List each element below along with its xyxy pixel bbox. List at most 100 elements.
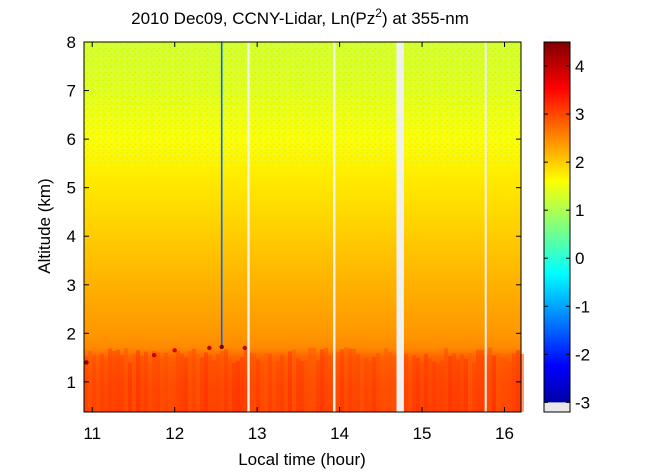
boundary-layer-column: [348, 348, 352, 412]
boundary-layer-column: [212, 360, 216, 412]
colorbar-tick-label: 4: [575, 57, 584, 76]
boundary-layer-column: [352, 348, 356, 412]
colorbar-tick-label: -3: [575, 393, 590, 412]
boundary-layer-column: [516, 350, 520, 412]
x-tick-label: 12: [165, 424, 184, 443]
boundary-layer-column: [460, 354, 464, 412]
hot-spot: [207, 345, 212, 351]
x-tick-label: 14: [330, 424, 349, 443]
boundary-layer-column: [520, 353, 524, 412]
boundary-layer-column: [448, 356, 452, 412]
boundary-layer-column: [92, 355, 96, 412]
boundary-layer-column: [472, 363, 476, 412]
colorbar-frame: [543, 41, 571, 413]
boundary-layer-column: [500, 357, 504, 412]
boundary-layer-column: [88, 351, 92, 412]
boundary-layer-column: [324, 348, 328, 412]
boundary-layer-column: [120, 354, 124, 412]
boundary-layer-column: [240, 357, 244, 412]
boundary-layer-column: [416, 358, 420, 412]
boundary-layer-column: [220, 350, 224, 412]
boundary-layer-column: [156, 352, 160, 412]
boundary-layer-column: [264, 352, 268, 412]
boundary-layer-column: [164, 352, 168, 412]
boundary-layer-column: [276, 361, 280, 412]
data-gap: [484, 42, 487, 412]
y-tick-label: 2: [67, 324, 76, 343]
hot-spot: [242, 345, 247, 351]
boundary-layer-column: [280, 354, 284, 412]
boundary-layer-column: [404, 353, 408, 412]
boundary-layer-column: [208, 355, 212, 412]
boundary-layer-column: [132, 354, 136, 412]
boundary-layer-column: [200, 357, 204, 412]
colorbar: 4 3 2 1 0 -1 -2 -3: [543, 41, 590, 413]
hot-spot: [84, 360, 89, 365]
boundary-layer-column: [480, 349, 484, 412]
boundary-layer-column: [312, 347, 316, 412]
boundary-layer-column: [188, 350, 192, 412]
data-gap: [247, 42, 250, 412]
boundary-layer-column: [408, 361, 412, 412]
boundary-layer-column: [468, 353, 472, 412]
boundary-layer-column: [296, 358, 300, 412]
x-tick-label: 13: [248, 424, 267, 443]
plot-area: [83, 41, 524, 413]
boundary-layer-column: [224, 349, 228, 412]
boundary-layer-column: [116, 349, 120, 412]
boundary-layer-column: [168, 362, 172, 412]
boundary-layer-column: [176, 350, 180, 412]
boundary-layer-column: [112, 350, 116, 412]
boundary-layer-column: [304, 360, 308, 412]
y-tick-label: 7: [67, 82, 76, 101]
boundary-layer-column: [288, 351, 292, 412]
boundary-layer-column: [504, 359, 508, 412]
hot-spot: [151, 352, 157, 358]
boundary-layer-column: [360, 359, 364, 412]
chart-title: 2010 Dec09, CCNY-Lidar, Ln(Pz2) at 355-n…: [131, 6, 469, 28]
x-tick-label: 15: [413, 424, 432, 443]
boundary-layer-column: [328, 355, 332, 412]
boundary-layer-column: [284, 359, 288, 412]
boundary-layer-column: [432, 361, 436, 412]
colorbar-gradient: [544, 42, 570, 412]
boundary-layer-column: [340, 349, 344, 412]
x-axis: 11 12 13 14 15 16: [83, 42, 514, 443]
boundary-layer-column: [160, 359, 164, 412]
boundary-layer-column: [320, 349, 324, 412]
y-tick-label: 4: [67, 227, 76, 246]
boundary-layer-column: [356, 353, 360, 412]
y-tick-label: 1: [67, 373, 76, 392]
boundary-layer-column: [452, 353, 456, 412]
hot-spot: [172, 348, 177, 353]
boundary-layer-column: [216, 354, 220, 412]
boundary-layer-column: [100, 353, 104, 412]
boundary-layer-column: [492, 355, 496, 412]
boundary-layer-column: [148, 362, 152, 412]
boundary-layer-column: [104, 359, 108, 412]
boundary-layer-column: [256, 358, 260, 412]
boundary-layer-column: [184, 357, 188, 412]
boundary-layer-column: [380, 361, 384, 412]
boundary-layer-column: [244, 347, 248, 412]
boundary-layer-column: [512, 353, 516, 412]
boundary-layer-column: [144, 351, 148, 412]
x-axis-label: Local time (hour): [238, 450, 366, 469]
boundary-layer-column: [464, 358, 468, 412]
boundary-layer-column: [364, 359, 368, 412]
colorbar-tick-label: 3: [575, 105, 584, 124]
boundary-layer-column: [180, 353, 184, 412]
boundary-layer-column: [140, 355, 144, 412]
boundary-layer-column: [248, 352, 252, 412]
colorbar-tick-label: -1: [575, 297, 590, 316]
boundary-layer-column: [508, 361, 512, 412]
boundary-layer-column: [424, 353, 428, 412]
data-gap: [396, 42, 404, 412]
boundary-layer-column: [456, 359, 460, 412]
x-tick-label: 16: [495, 424, 514, 443]
boundary-layer-column: [308, 347, 312, 412]
boundary-layer-column: [172, 361, 176, 412]
boundary-layer-column: [428, 358, 432, 412]
boundary-layer-column: [196, 353, 200, 412]
